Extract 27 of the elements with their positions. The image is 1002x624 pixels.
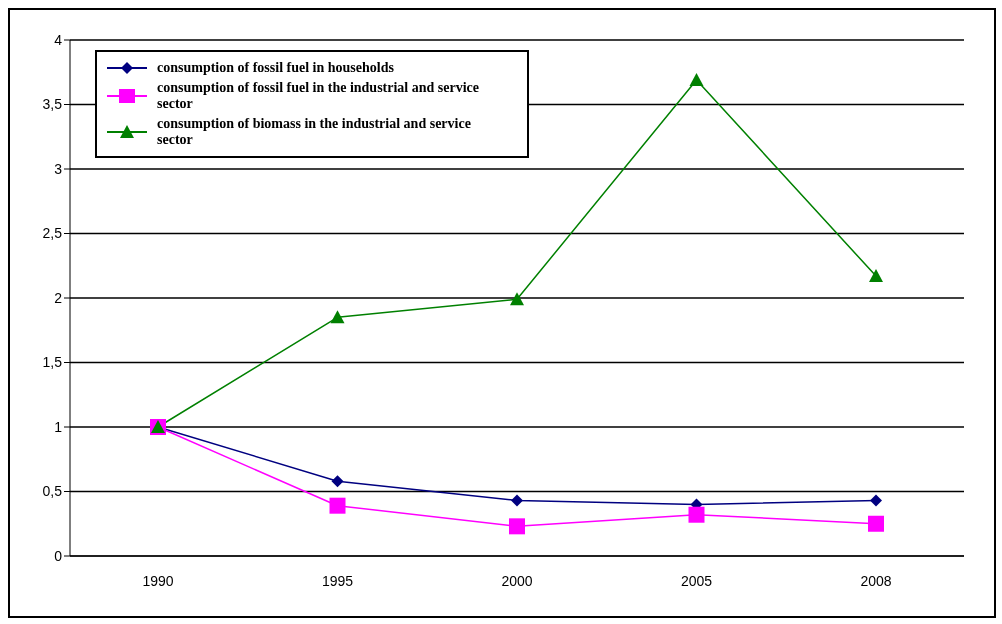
point — [330, 310, 345, 324]
point — [511, 494, 523, 507]
y-tick-label: 0,5 — [42, 483, 63, 500]
x-tick-label: 1995 — [321, 572, 354, 589]
point — [509, 518, 525, 535]
y-tick-label: 4 — [54, 31, 63, 48]
y-tick-label: 1,5 — [42, 354, 63, 371]
y-tick-label: 1 — [54, 418, 63, 435]
y-tick-label: 3,5 — [42, 96, 63, 113]
point — [329, 497, 346, 514]
x-tick-label: 1990 — [142, 572, 174, 589]
point — [331, 475, 344, 488]
legend-label: consumption of fossil fuel in households — [157, 60, 395, 76]
point — [868, 515, 884, 532]
x-tick-label: 2005 — [680, 572, 713, 589]
y-tick-label: 2,5 — [42, 225, 63, 242]
point — [870, 494, 882, 507]
legend-label: consumption of biomass in the industrial and service sector — [157, 116, 472, 148]
y-tick-label: 2 — [54, 289, 63, 306]
point — [688, 506, 705, 523]
x-tick-label: 2000 — [501, 572, 533, 589]
point — [510, 292, 524, 306]
x-tick-label: 2008 — [860, 572, 892, 589]
y-tick-label: 0 — [54, 547, 63, 564]
point — [869, 269, 883, 283]
y-tick-label: 3 — [54, 160, 63, 177]
point — [689, 72, 704, 86]
